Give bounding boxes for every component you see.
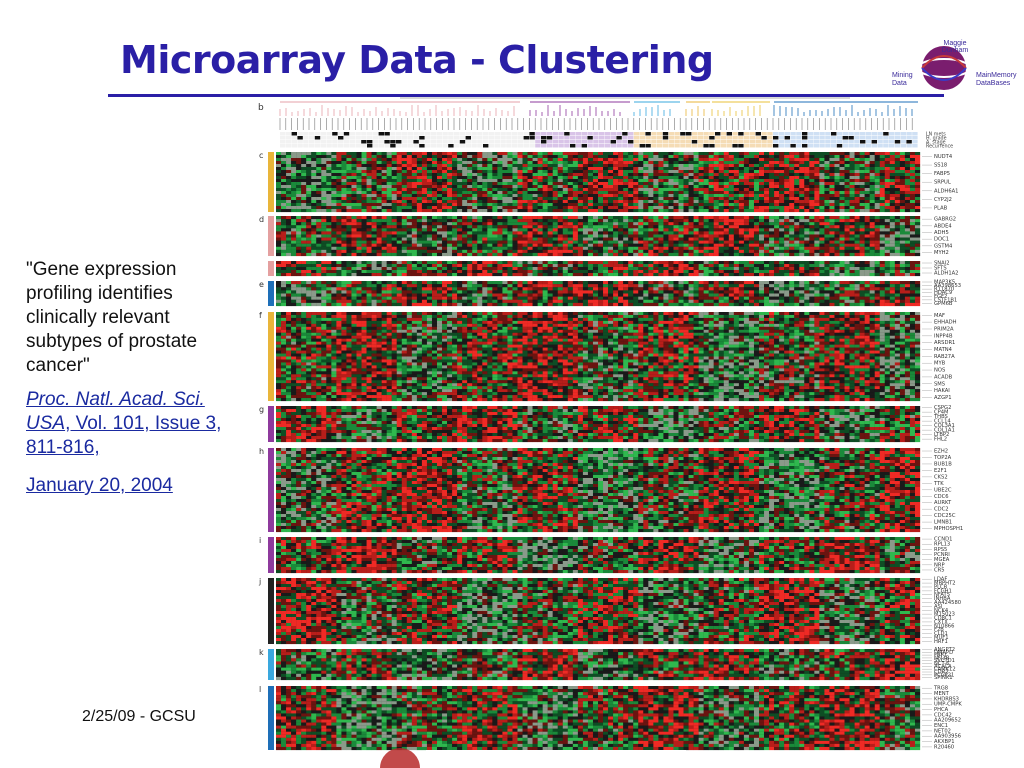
cluster-color-bar [268,261,274,276]
gene-label: CKS2 [934,474,948,480]
gene-label: E2F1 [934,468,947,474]
gene-label: AZGP1 [934,395,952,401]
gene-label: SMS [934,381,945,387]
panel-label: d [259,215,264,224]
gene-label: NUDT4 [934,154,953,160]
gene-label: FABP5 [934,171,950,177]
gene-label: ALDH6A1 [934,188,958,194]
gene-label: TTK [933,481,944,487]
panel-label: e [259,280,264,289]
cluster-color-bar [268,649,274,680]
gene-label: RAB27A [934,354,955,360]
cluster-color-bar [268,686,274,750]
gene-label: MYH2 [934,250,949,256]
gene-label: GPM6B [934,301,953,307]
panel-label: g [259,405,264,414]
gene-label: UBE2C [934,487,952,493]
publication-date[interactable]: January 20, 2004 [26,474,241,498]
clinical-row-label: Recurrence [926,144,953,150]
gene-label: CR5 [934,568,945,574]
panel-label: j [258,577,261,586]
gene-label: MATN4 [934,347,953,353]
cluster-color-bar [268,281,274,306]
logo-center-label: Maggie Dunham [930,40,980,54]
gene-label: CDC2 [934,507,949,513]
gene-label: MPHOSPH1 [934,526,963,532]
cluster-color-bar [268,312,274,401]
panel-label: b [258,103,264,113]
gene-label: SS18 [934,163,947,169]
panel-label: l [259,685,261,694]
gene-label: CDC6 [934,494,949,500]
gene-label: SRPUL [934,180,951,186]
gene-label: FHL2 [934,437,947,443]
gene-label: GABRG2 [934,217,956,223]
slide-title: Microarray Data - Clustering [120,38,714,82]
gene-label: CDC25C [934,513,956,519]
cluster-color-bar [268,578,274,644]
gene-label: NOS [934,368,945,374]
cluster-color-bar [268,537,274,573]
citation-link[interactable]: Proc. Natl. Acad. Sci. USA, Vol. 101, Is… [26,388,241,498]
gene-label: MAF [934,313,945,319]
panel-label: i [259,536,261,545]
gene-label: ALDH1A2 [934,271,958,277]
panel-label: h [259,447,264,456]
gene-label: ARSDR1 [934,340,955,346]
gene-label: MYB [934,361,946,367]
footer-date: 2/25/09 - GCSU [82,708,196,726]
school-logo-fragment [378,740,698,768]
panel-label: k [259,648,264,657]
gene-label: EHHADH [934,320,957,326]
gene-label: LMNB1 [934,520,952,526]
gene-label: INPP4B [934,333,953,339]
panel-label: c [259,151,263,160]
logo-right-label: MainMemory DataBases [976,72,1020,88]
cluster-color-bar [268,216,274,256]
gene-label: EZH2 [934,449,948,455]
cluster-color-bar [268,406,274,442]
journal-link[interactable]: Proc. Natl. Acad. Sci. USA, Vol. 101, Is… [26,389,221,458]
gene-label: HAKAI [934,388,950,394]
gene-label: PRIM2A [934,327,954,333]
gene-label: AURKT [934,500,952,506]
logo-left-label: Mining Data [892,72,920,88]
citation-block: "Gene expression profiling identifies cl… [26,258,241,508]
gene-label: SPINK1 [934,675,953,681]
paper-title: "Gene expression profiling identifies cl… [26,258,241,378]
cluster-color-bar [268,448,274,532]
gene-label: R20460 [934,744,954,750]
gene-label: ABDE4 [934,223,952,229]
gene-label: CYP2J2 [934,197,952,203]
gene-label: BUB1B [934,461,952,467]
cluster-color-bar [268,152,274,212]
gene-label: HRF1 [934,639,948,645]
gene-label: TOP2A [933,455,952,461]
gene-label: DOC1 [934,237,949,243]
panel-label: f [259,311,262,320]
gene-label: PLAB [934,205,948,211]
gene-label: GSTM4 [934,243,953,249]
gene-label: ACADB [934,374,953,380]
gene-label: ADH5 [934,230,949,236]
